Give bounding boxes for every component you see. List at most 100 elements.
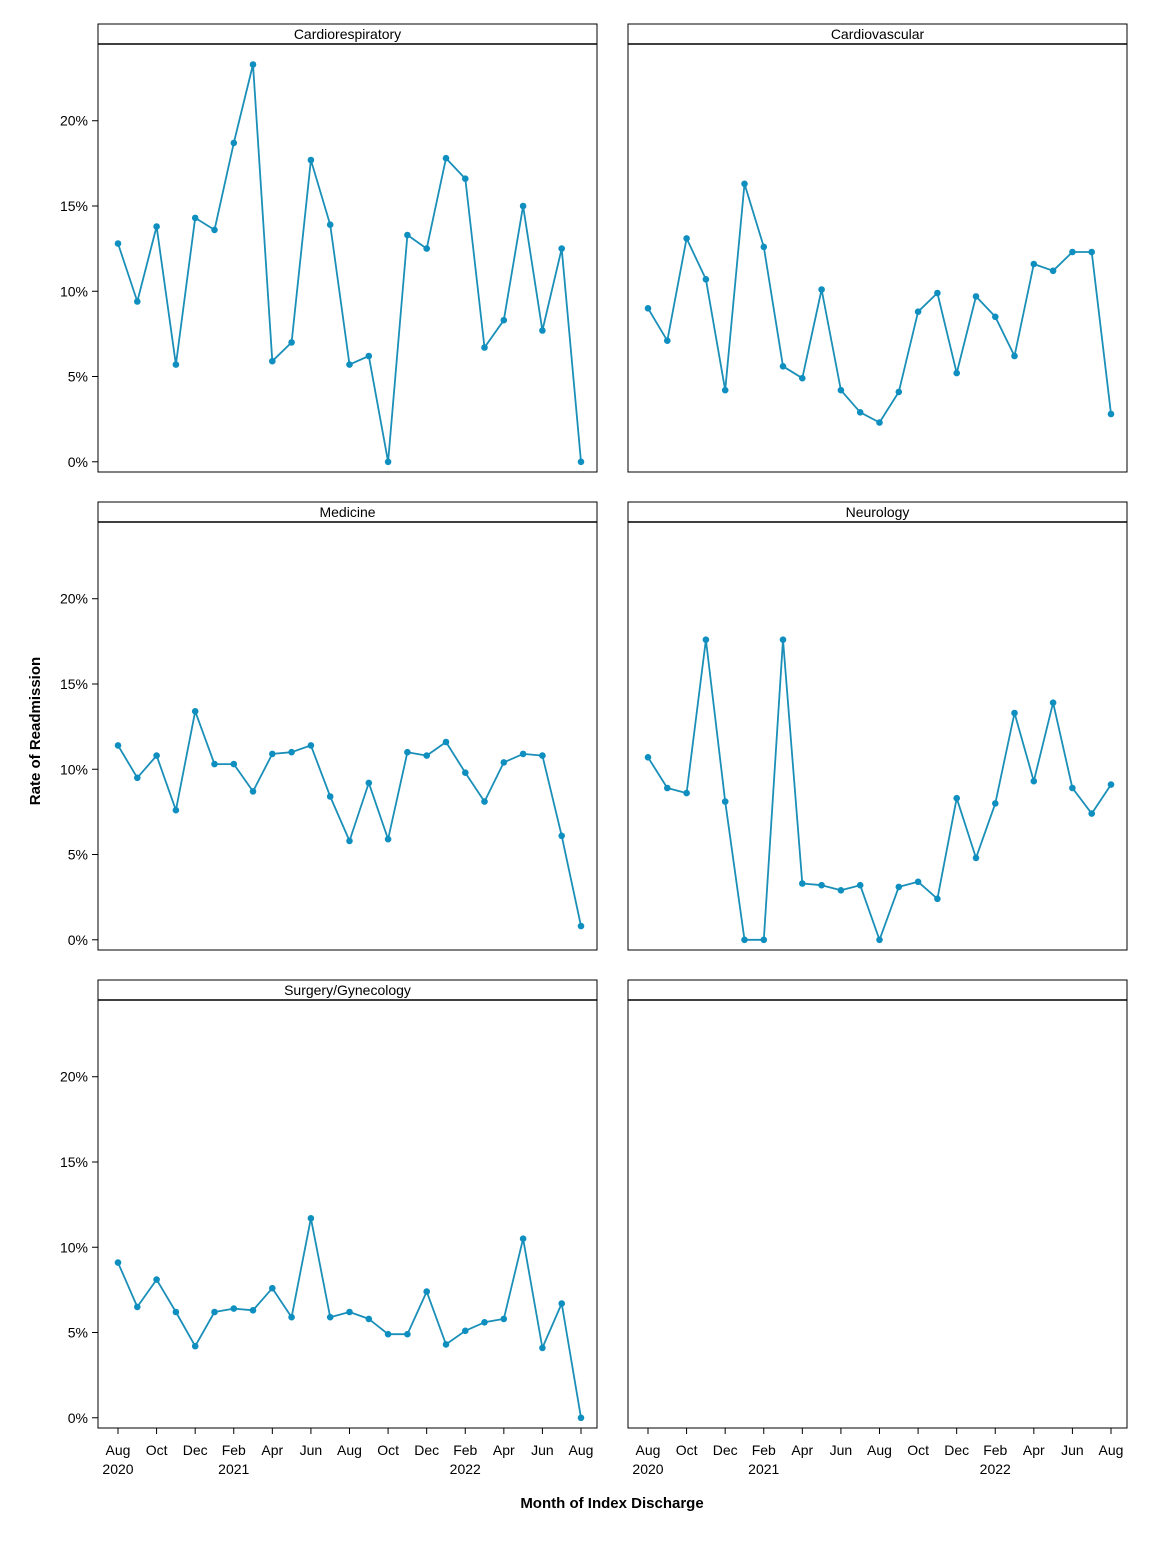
panel-title-cardiorespiratory: Cardiorespiratory bbox=[294, 26, 401, 42]
data-point-medicine bbox=[423, 752, 431, 759]
data-point-cardiorespiratory bbox=[423, 245, 431, 252]
data-point-neurology bbox=[683, 789, 690, 797]
data-point-surgery-gynecology bbox=[249, 1307, 257, 1314]
data-point-surgery-gynecology bbox=[230, 1305, 238, 1312]
data-point-cardiorespiratory bbox=[134, 298, 141, 305]
x-tick-label: Aug bbox=[337, 1442, 362, 1458]
data-point-cardiovascular bbox=[837, 386, 845, 394]
data-point-medicine bbox=[404, 748, 411, 756]
data-point-surgery-gynecology bbox=[269, 1284, 276, 1292]
data-point-cardiorespiratory bbox=[462, 175, 469, 182]
data-point-surgery-gynecology bbox=[365, 1315, 373, 1323]
data-point-cardiorespiratory bbox=[558, 245, 565, 252]
data-point-medicine bbox=[307, 742, 315, 749]
y-tick-label: 0% bbox=[68, 1410, 88, 1426]
x-tick-label: Aug bbox=[1099, 1442, 1124, 1458]
data-point-medicine bbox=[519, 750, 527, 758]
panel-title-surgery-gynecology: Surgery/Gynecology bbox=[284, 982, 411, 998]
data-point-surgery-gynecology bbox=[423, 1288, 431, 1295]
x-tick-label: Dec bbox=[183, 1442, 208, 1458]
data-point-neurology bbox=[1011, 709, 1018, 717]
data-point-neurology bbox=[1069, 784, 1076, 792]
data-point-neurology bbox=[914, 878, 922, 886]
data-point-surgery-gynecology bbox=[539, 1344, 546, 1352]
data-point-cardiovascular bbox=[799, 374, 806, 382]
x-tick-year-label: 2021 bbox=[748, 1461, 779, 1477]
data-point-neurology bbox=[837, 887, 845, 894]
data-point-cardiovascular bbox=[972, 293, 980, 300]
data-point-medicine bbox=[500, 759, 508, 766]
x-tick-label: Oct bbox=[377, 1442, 399, 1458]
data-point-neurology bbox=[1030, 777, 1038, 785]
data-point-neurology bbox=[1088, 810, 1095, 817]
x-tick-label: Apr bbox=[261, 1442, 283, 1458]
data-point-cardiovascular bbox=[914, 308, 922, 316]
data-point-cardiovascular bbox=[953, 369, 960, 377]
data-point-surgery-gynecology bbox=[481, 1319, 488, 1326]
data-point-neurology bbox=[1049, 699, 1057, 706]
data-point-surgery-gynecology bbox=[384, 1330, 392, 1338]
data-point-cardiorespiratory bbox=[500, 316, 508, 324]
data-point-surgery-gynecology bbox=[134, 1303, 141, 1311]
data-point-cardiovascular bbox=[992, 313, 999, 321]
x-tick-label: Jun bbox=[531, 1442, 554, 1458]
data-point-cardiorespiratory bbox=[442, 154, 450, 162]
x-tick-label: Jun bbox=[830, 1442, 853, 1458]
data-point-medicine bbox=[134, 774, 141, 782]
data-point-medicine bbox=[153, 752, 160, 759]
data-point-surgery-gynecology bbox=[577, 1414, 585, 1422]
panel-title-medicine: Medicine bbox=[319, 504, 375, 520]
x-tick-label: Feb bbox=[983, 1442, 1007, 1458]
data-point-medicine bbox=[346, 837, 353, 845]
x-tick-label: Feb bbox=[222, 1442, 246, 1458]
data-point-cardiovascular bbox=[760, 243, 768, 251]
data-point-cardiovascular bbox=[1069, 248, 1076, 256]
panel-title-cardiovascular: Cardiovascular bbox=[831, 26, 925, 42]
data-point-cardiorespiratory bbox=[577, 458, 585, 466]
panel-frame-neurology bbox=[627, 501, 1128, 951]
data-point-neurology bbox=[818, 881, 825, 889]
data-point-surgery-gynecology bbox=[346, 1308, 353, 1316]
data-point-cardiovascular bbox=[1107, 410, 1115, 418]
y-tick-label: 5% bbox=[68, 847, 88, 863]
data-point-surgery-gynecology bbox=[326, 1313, 334, 1321]
y-axis-title: Rate of Readmission bbox=[27, 657, 44, 805]
data-point-medicine bbox=[326, 793, 334, 800]
y-tick-label: 20% bbox=[60, 113, 88, 129]
data-point-cardiovascular bbox=[664, 337, 671, 345]
data-point-neurology bbox=[741, 936, 748, 944]
data-point-neurology bbox=[895, 883, 903, 891]
y-tick-label: 0% bbox=[68, 932, 88, 948]
data-point-cardiorespiratory bbox=[153, 223, 160, 230]
x-tick-label: Jun bbox=[300, 1442, 323, 1458]
data-point-neurology bbox=[721, 798, 729, 805]
data-point-cardiovascular bbox=[741, 180, 748, 188]
panel-frame-medicine bbox=[97, 501, 598, 951]
data-point-cardiorespiratory bbox=[288, 339, 295, 346]
data-point-medicine bbox=[442, 738, 450, 746]
data-point-surgery-gynecology bbox=[191, 1342, 199, 1350]
y-tick-label: 15% bbox=[60, 198, 88, 214]
y-tick-label: 0% bbox=[68, 454, 88, 470]
data-point-neurology bbox=[760, 936, 768, 944]
data-point-cardiorespiratory bbox=[404, 231, 411, 239]
x-tick-year-label: 2022 bbox=[450, 1461, 481, 1477]
data-point-cardiovascular bbox=[876, 419, 883, 426]
data-point-neurology bbox=[972, 854, 980, 862]
x-tick-year-label: 2022 bbox=[980, 1461, 1011, 1477]
data-point-medicine bbox=[114, 742, 122, 749]
x-tick-label: Apr bbox=[493, 1442, 515, 1458]
data-point-surgery-gynecology bbox=[519, 1235, 527, 1242]
data-point-medicine bbox=[462, 769, 469, 776]
x-tick-label: Oct bbox=[907, 1442, 929, 1458]
data-point-cardiorespiratory bbox=[211, 226, 218, 234]
panel-frame-cardiorespiratory bbox=[97, 23, 598, 473]
y-tick-label: 15% bbox=[60, 676, 88, 692]
data-point-surgery-gynecology bbox=[153, 1276, 160, 1283]
x-tick-label: Apr bbox=[1023, 1442, 1045, 1458]
data-point-cardiovascular bbox=[856, 409, 864, 416]
data-point-surgery-gynecology bbox=[404, 1330, 411, 1338]
y-tick-label: 5% bbox=[68, 1325, 88, 1341]
